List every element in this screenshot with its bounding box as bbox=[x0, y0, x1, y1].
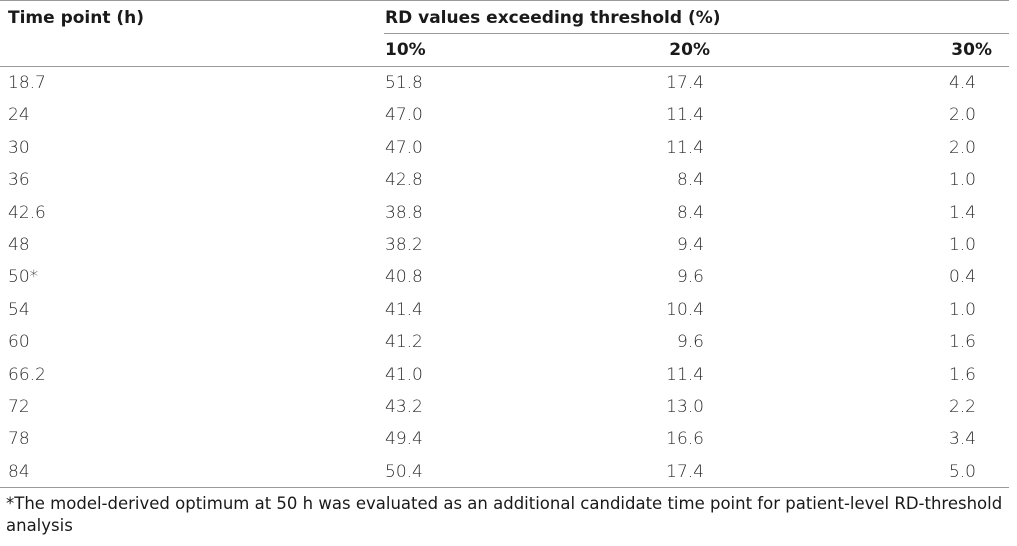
table-bottom-rule bbox=[0, 487, 1009, 488]
time-point-cell: 30 bbox=[8, 137, 30, 158]
table-row: 72 43.2 13.0 2.2 bbox=[0, 391, 1009, 423]
threshold-30-cell: 1.0 bbox=[948, 234, 976, 255]
table-row: 84 50.4 17.4 5.0 bbox=[0, 456, 1009, 488]
time-point-cell: 50* bbox=[8, 267, 39, 288]
table-row: 36 42.8 8.4 1.0 bbox=[0, 164, 1009, 196]
table-row: 18.7 51.8 17.4 4.4 bbox=[0, 67, 1009, 99]
threshold-30-cell: 4.4 bbox=[948, 73, 976, 93]
threshold-20-cell: 8.4 bbox=[676, 202, 704, 223]
threshold-10-cell: 41.2 bbox=[385, 332, 423, 353]
threshold-30-cell: 1.6 bbox=[948, 364, 976, 385]
table-row: 50* 40.8 9.6 0.4 bbox=[0, 261, 1009, 293]
table-row: 54 41.4 10.4 1.0 bbox=[0, 294, 1009, 326]
time-point-cell: 48 bbox=[8, 234, 30, 255]
threshold-20-header: 20% bbox=[669, 40, 710, 60]
rd-threshold-group-header: RD values exceeding threshold (%) bbox=[385, 8, 721, 28]
threshold-10-cell: 47.0 bbox=[385, 137, 423, 158]
table-row: 30 47.0 11.4 2.0 bbox=[0, 132, 1009, 164]
threshold-30-cell: 1.6 bbox=[948, 332, 976, 353]
table-row: 60 41.2 9.6 1.6 bbox=[0, 326, 1009, 358]
time-point-cell: 42.6 bbox=[8, 202, 46, 223]
threshold-30-cell: 5.0 bbox=[948, 461, 976, 482]
time-point-cell: 54 bbox=[8, 299, 30, 320]
threshold-20-cell: 17.4 bbox=[666, 461, 704, 482]
time-point-cell: 72 bbox=[8, 396, 30, 417]
table-row: 24 47.0 11.4 2.0 bbox=[0, 99, 1009, 131]
threshold-20-cell: 8.4 bbox=[676, 170, 704, 191]
threshold-30-cell: 1.0 bbox=[948, 299, 976, 320]
table-row: 48 38.2 9.4 1.0 bbox=[0, 229, 1009, 261]
time-point-header: Time point (h) bbox=[8, 8, 145, 28]
time-point-cell: 66.2 bbox=[8, 364, 46, 385]
threshold-10-cell: 38.2 bbox=[385, 234, 423, 255]
time-point-cell: 18.7 bbox=[8, 73, 46, 93]
threshold-10-cell: 40.8 bbox=[385, 267, 423, 288]
threshold-10-header: 10% bbox=[385, 40, 426, 60]
threshold-10-cell: 42.8 bbox=[385, 170, 423, 191]
threshold-30-cell: 0.4 bbox=[948, 267, 976, 288]
table-row: 42.6 38.8 8.4 1.4 bbox=[0, 197, 1009, 229]
time-point-cell: 84 bbox=[8, 461, 30, 482]
time-point-cell: 78 bbox=[8, 429, 30, 450]
threshold-30-cell: 1.4 bbox=[948, 202, 976, 223]
threshold-10-cell: 49.4 bbox=[385, 429, 423, 450]
threshold-20-cell: 13.0 bbox=[666, 396, 704, 417]
threshold-20-cell: 11.4 bbox=[666, 105, 704, 126]
header-bottom-rule bbox=[0, 66, 1009, 67]
time-point-cell: 60 bbox=[8, 332, 30, 353]
threshold-30-cell: 2.0 bbox=[948, 105, 976, 126]
threshold-30-cell: 2.0 bbox=[948, 137, 976, 158]
table-row: 66.2 41.0 11.4 1.6 bbox=[0, 359, 1009, 391]
threshold-30-cell: 1.0 bbox=[948, 170, 976, 191]
group-header-rule bbox=[384, 33, 1009, 34]
time-point-cell: 24 bbox=[8, 105, 30, 126]
threshold-20-cell: 9.4 bbox=[676, 234, 704, 255]
threshold-20-cell: 11.4 bbox=[666, 364, 704, 385]
threshold-10-cell: 50.4 bbox=[385, 461, 423, 482]
table-footnote: *The model-derived optimum at 50 h was e… bbox=[6, 494, 1003, 535]
threshold-30-cell: 2.2 bbox=[948, 396, 976, 417]
threshold-10-cell: 43.2 bbox=[385, 396, 423, 417]
threshold-10-cell: 38.8 bbox=[385, 202, 423, 223]
threshold-10-cell: 41.4 bbox=[385, 299, 423, 320]
threshold-20-cell: 11.4 bbox=[666, 137, 704, 158]
threshold-20-cell: 10.4 bbox=[666, 299, 704, 320]
threshold-20-cell: 17.4 bbox=[666, 73, 704, 93]
threshold-20-cell: 9.6 bbox=[676, 332, 704, 353]
threshold-10-cell: 41.0 bbox=[385, 364, 423, 385]
threshold-20-cell: 9.6 bbox=[676, 267, 704, 288]
table-top-rule bbox=[0, 0, 1009, 1]
threshold-10-cell: 51.8 bbox=[385, 73, 423, 93]
threshold-20-cell: 16.6 bbox=[666, 429, 704, 450]
threshold-10-cell: 47.0 bbox=[385, 105, 423, 126]
threshold-30-header: 30% bbox=[951, 40, 992, 60]
table-row: 78 49.4 16.6 3.4 bbox=[0, 423, 1009, 455]
time-point-cell: 36 bbox=[8, 170, 30, 191]
table-body: 18.7 51.8 17.4 4.4 24 47.0 11.4 2.0 30 47.0 11.4 2.… bbox=[0, 67, 1009, 488]
threshold-30-cell: 3.4 bbox=[948, 429, 976, 450]
